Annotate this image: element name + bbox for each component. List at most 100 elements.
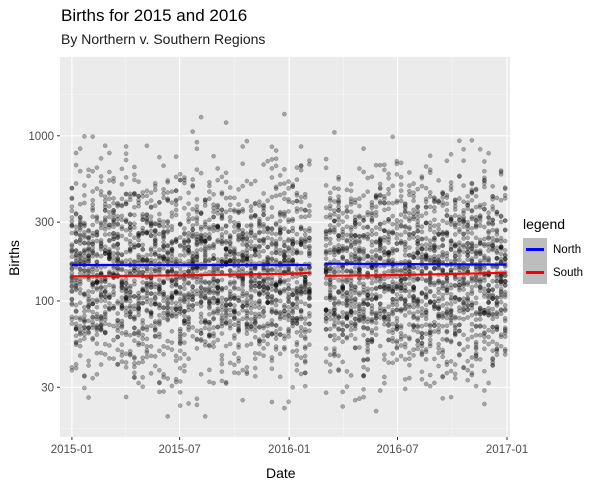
scatter-point	[165, 345, 170, 351]
scatter-point	[432, 205, 437, 210]
scatter-point	[407, 188, 412, 194]
scatter-point	[269, 322, 275, 328]
scatter-point	[419, 290, 425, 295]
scatter-point	[402, 313, 408, 318]
scatter-point	[427, 323, 433, 329]
scatter-point	[502, 318, 508, 324]
scatter-point	[202, 238, 208, 244]
scatter-point	[165, 268, 170, 274]
scatter-point	[452, 232, 458, 237]
scatter-point	[248, 239, 254, 244]
scatter-point	[265, 226, 271, 232]
scatter-point	[90, 284, 95, 289]
scatter-point	[477, 332, 483, 338]
scatter-point	[207, 332, 212, 338]
scatter-point	[223, 285, 229, 291]
scatter-point	[440, 296, 446, 302]
scatter-point	[211, 290, 216, 296]
scatter-point	[377, 284, 383, 290]
scatter-point	[461, 224, 466, 229]
scatter-point	[207, 296, 212, 302]
scatter-point	[465, 344, 471, 350]
scatter-point	[386, 237, 391, 242]
scatter-point	[273, 308, 279, 314]
scatter-point	[207, 269, 212, 275]
scatter-point	[115, 222, 120, 227]
scatter-point	[402, 344, 408, 350]
scatter-point	[257, 280, 262, 286]
scatter-point	[427, 372, 433, 378]
scatter-point	[132, 356, 137, 361]
scatter-point	[157, 200, 162, 205]
scatter-point	[482, 224, 487, 230]
scatter-point	[332, 258, 337, 263]
scatter-point	[248, 324, 254, 329]
scatter-point	[290, 384, 296, 390]
scatter-point	[211, 245, 216, 251]
scatter-point	[207, 226, 212, 232]
scatter-point	[223, 319, 229, 325]
scatter-point	[265, 285, 271, 290]
scatter-point	[294, 348, 300, 353]
scatter-point	[86, 329, 91, 335]
scatter-point	[348, 224, 354, 230]
scatter-point	[248, 310, 254, 316]
scatter-point	[169, 278, 175, 283]
scatter-point	[123, 286, 129, 291]
scatter-point	[69, 254, 75, 260]
scatter-point	[261, 248, 266, 254]
scatter-point	[123, 305, 129, 311]
scatter-point	[461, 332, 466, 338]
scatter-point	[377, 315, 383, 320]
scatter-point	[107, 247, 112, 252]
scatter-point	[127, 285, 133, 291]
scatter-point	[82, 254, 87, 259]
scatter-point	[186, 304, 191, 310]
scatter-point	[277, 192, 283, 198]
scatter-point	[257, 284, 262, 290]
scatter-point	[215, 324, 220, 330]
scatter-point	[211, 315, 216, 321]
scatter-point	[427, 167, 433, 172]
scatter-point	[265, 158, 271, 164]
scatter-point	[382, 380, 387, 386]
scatter-point	[277, 374, 283, 380]
scatter-point	[219, 378, 225, 384]
scatter-point	[202, 252, 208, 258]
scatter-point	[490, 357, 496, 362]
scatter-point	[77, 222, 83, 228]
scatter-point	[240, 276, 245, 281]
scatter-point	[452, 213, 458, 218]
scatter-point	[144, 266, 150, 272]
scatter-point	[232, 248, 237, 253]
scatter-point	[277, 218, 283, 224]
scatter-point	[127, 314, 133, 320]
scatter-point	[294, 198, 300, 204]
scatter-point	[261, 202, 266, 208]
scatter-point	[411, 254, 416, 259]
scatter-point	[82, 328, 87, 334]
scatter-point	[269, 226, 275, 232]
scatter-point	[161, 186, 166, 192]
scatter-point	[261, 240, 266, 246]
scatter-point	[244, 259, 250, 265]
scatter-point	[198, 311, 204, 317]
scatter-point	[298, 266, 304, 272]
scatter-point	[494, 255, 500, 261]
scatter-point	[448, 151, 454, 157]
scatter-point	[423, 236, 429, 241]
scatter-point	[352, 200, 358, 205]
scatter-point	[227, 249, 233, 254]
scatter-point	[223, 310, 229, 316]
scatter-point	[415, 342, 421, 348]
scatter-point	[365, 212, 371, 218]
scatter-point	[127, 311, 133, 317]
scatter-point	[357, 396, 362, 401]
scatter-point	[252, 365, 258, 371]
scatter-point	[73, 340, 79, 346]
legend-label-south: South	[553, 266, 584, 279]
scatter-point	[294, 367, 300, 373]
scatter-point	[219, 304, 225, 309]
scatter-point	[144, 200, 150, 206]
scatter-point	[244, 343, 250, 348]
